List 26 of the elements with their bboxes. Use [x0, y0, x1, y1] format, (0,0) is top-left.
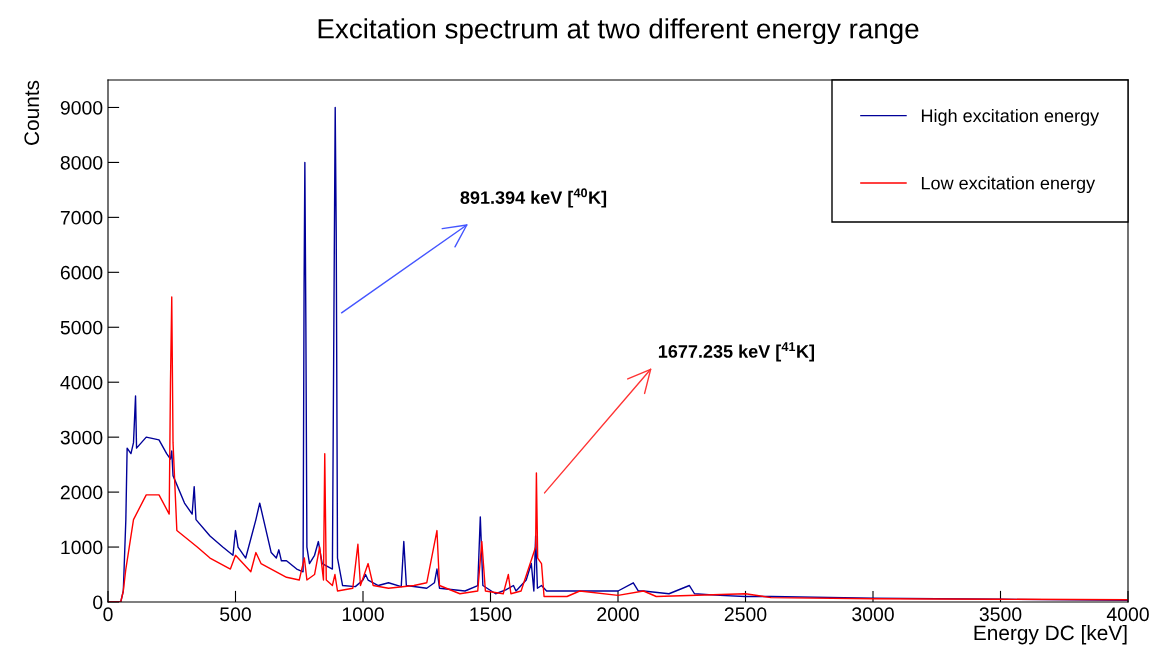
y-tick-label: 6000: [60, 265, 103, 280]
y-tick-label: 8000: [60, 155, 103, 170]
legend-label: High excitation energy: [921, 108, 1100, 126]
x-tick-label: 4000: [1106, 607, 1149, 622]
annotation: 1677.235 keV [$^{41}$K]: [658, 342, 814, 362]
y-tick-label: 4000: [60, 375, 103, 390]
y-tick-label: 1000: [61, 540, 103, 555]
y-tick-label: 9000: [60, 100, 103, 115]
x-tick-label: 3000: [852, 607, 894, 622]
y-tick-label: 2000: [60, 485, 103, 500]
annotation: 891.394 keV [$^{40}$K]: [460, 188, 607, 208]
x-tick-label: 0: [103, 607, 113, 622]
x-tick-label: 500: [220, 607, 251, 622]
chart-title: Excitation spectrum at two different energy range: [318, 18, 919, 45]
y-tick-label: 0: [93, 595, 103, 610]
x-tick-label: 1500: [470, 607, 512, 622]
x-tick-label: 3500: [979, 607, 1022, 622]
x-tick-label: 1000: [342, 607, 384, 622]
x-tick-label: 2500: [724, 607, 767, 622]
legend-label: Low excitation energy: [921, 176, 1096, 194]
y-axis-title: Counts: [24, 80, 40, 145]
x-axis-title: Energy DC [keV]: [974, 624, 1127, 645]
y-tick-label: 7000: [60, 210, 103, 225]
y-tick-label: 5000: [60, 320, 103, 335]
x-tick-label: 2000: [597, 607, 639, 622]
y-tick-label: 3000: [60, 430, 103, 445]
